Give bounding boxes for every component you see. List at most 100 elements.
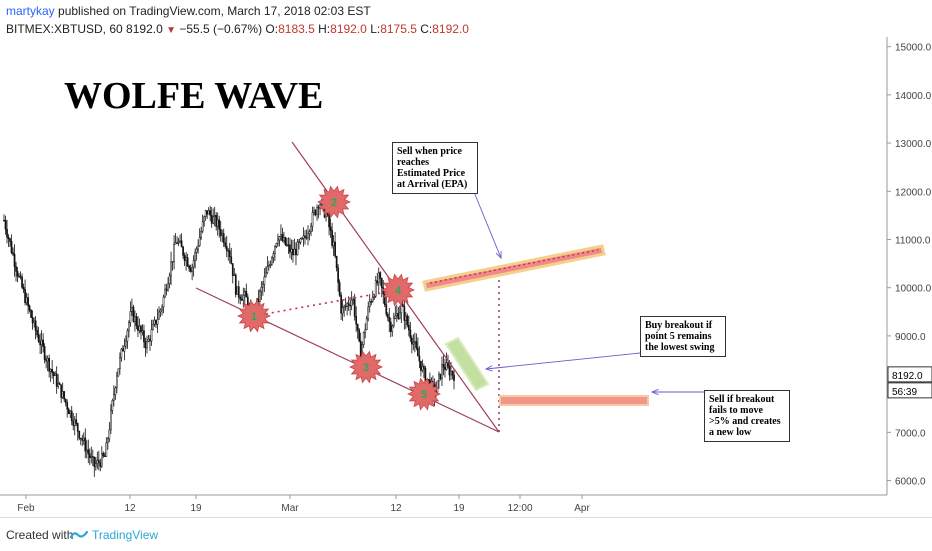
candle-body xyxy=(293,248,296,256)
candle-body xyxy=(392,317,395,327)
candle-body xyxy=(415,341,418,349)
candle-body xyxy=(152,324,154,330)
time-axis[interactable]: Feb 12 19 Mar 12 19 12:00 Apr xyxy=(17,495,590,514)
candle-body xyxy=(114,387,117,395)
candle-body xyxy=(60,384,63,398)
candle-body xyxy=(260,286,263,292)
wolfe-point-marker xyxy=(407,377,441,411)
candle-body xyxy=(299,238,302,243)
candle-body xyxy=(138,325,141,331)
candle-body xyxy=(129,311,132,323)
candle-body xyxy=(275,243,278,247)
candle-body xyxy=(194,251,196,261)
arrow-buy-breakout xyxy=(485,352,641,370)
candle-body xyxy=(230,256,233,264)
candle-body xyxy=(266,266,269,274)
candle-body xyxy=(18,275,20,278)
candle-body xyxy=(370,301,373,303)
candle-body xyxy=(198,237,201,247)
candle-body xyxy=(16,271,19,277)
candle-body xyxy=(397,313,400,319)
price-axis[interactable]: 6000.07000.08000.09000.010000.011000.012… xyxy=(887,43,932,488)
wolfe-point-label: 5 xyxy=(421,389,427,401)
chart-frame xyxy=(0,37,888,496)
candle-body xyxy=(295,248,297,256)
x-tick-label: Apr xyxy=(574,503,590,514)
candle-body xyxy=(356,323,359,331)
y-tick-label: 12000.0 xyxy=(895,187,932,198)
candle-body xyxy=(287,244,290,246)
candle-body xyxy=(224,242,227,247)
candle-body xyxy=(27,297,29,307)
candle-body xyxy=(286,244,288,246)
x-tick-label: 12 xyxy=(390,503,402,514)
candle-body xyxy=(385,304,388,315)
candle-body xyxy=(362,332,365,345)
candle-body xyxy=(201,221,204,232)
y-tick-label: 14000.0 xyxy=(895,91,932,102)
candle-body xyxy=(21,276,23,288)
candle-body xyxy=(401,304,404,307)
candle-body xyxy=(123,345,126,352)
author-link[interactable]: martykay xyxy=(6,4,55,18)
candle-body xyxy=(296,241,299,256)
arrow-sell-epa xyxy=(473,191,502,259)
candle-body xyxy=(409,329,412,339)
candle-body xyxy=(268,265,270,267)
candle-body xyxy=(281,234,284,241)
candle-body xyxy=(33,320,35,324)
candle-body xyxy=(316,206,318,215)
tradingview-brand[interactable]: TradingView xyxy=(92,528,159,542)
candle-body xyxy=(15,266,17,272)
candle-body xyxy=(259,291,261,303)
candle-body xyxy=(146,341,148,349)
candle-body xyxy=(302,235,305,239)
candle-body xyxy=(373,295,376,298)
candle-body xyxy=(9,238,11,242)
candle-body xyxy=(66,402,69,410)
candle-body xyxy=(132,306,135,322)
candle-body xyxy=(311,212,314,227)
close-label: C: xyxy=(420,22,433,36)
epa-projection-line xyxy=(253,289,399,317)
candle-body xyxy=(108,429,111,440)
candle-body xyxy=(394,315,397,319)
candle-body xyxy=(67,408,70,414)
candle-body xyxy=(417,347,419,357)
chart-title: WOLFE WAVE xyxy=(64,75,324,117)
candle-body xyxy=(174,242,177,245)
candle-body xyxy=(438,373,440,382)
candle-body xyxy=(195,248,198,253)
candle-body xyxy=(110,410,112,431)
candle-body xyxy=(444,367,446,370)
candle-body xyxy=(140,325,142,333)
candle-body xyxy=(358,329,361,342)
candle-body xyxy=(338,282,341,296)
candle-body xyxy=(117,368,120,377)
candle-body xyxy=(331,230,333,246)
candle-body xyxy=(242,294,245,301)
candle-body xyxy=(352,298,355,301)
candle-body xyxy=(421,366,424,371)
candle-body xyxy=(173,243,175,262)
y-tick-label: 9000.0 xyxy=(895,332,926,343)
candle-body xyxy=(447,362,449,367)
candle-body xyxy=(179,240,181,243)
candle-body xyxy=(239,296,242,300)
published-text: published on TradingView.com, March 17, … xyxy=(54,4,371,18)
candle-body xyxy=(73,419,76,426)
candle-body xyxy=(144,341,147,349)
candle-body xyxy=(213,215,216,217)
open-value: 8183.5 xyxy=(278,22,315,36)
candle-body xyxy=(22,287,25,290)
candle-body xyxy=(72,420,75,426)
candle-body xyxy=(57,383,60,387)
candle-body xyxy=(79,437,82,440)
candle-body xyxy=(125,340,127,347)
candle-body xyxy=(88,453,91,458)
candle-body xyxy=(243,290,246,296)
tradingview-logo-icon xyxy=(70,530,88,539)
candle-body xyxy=(406,315,409,326)
y-tick-label: 6000.0 xyxy=(895,477,926,488)
